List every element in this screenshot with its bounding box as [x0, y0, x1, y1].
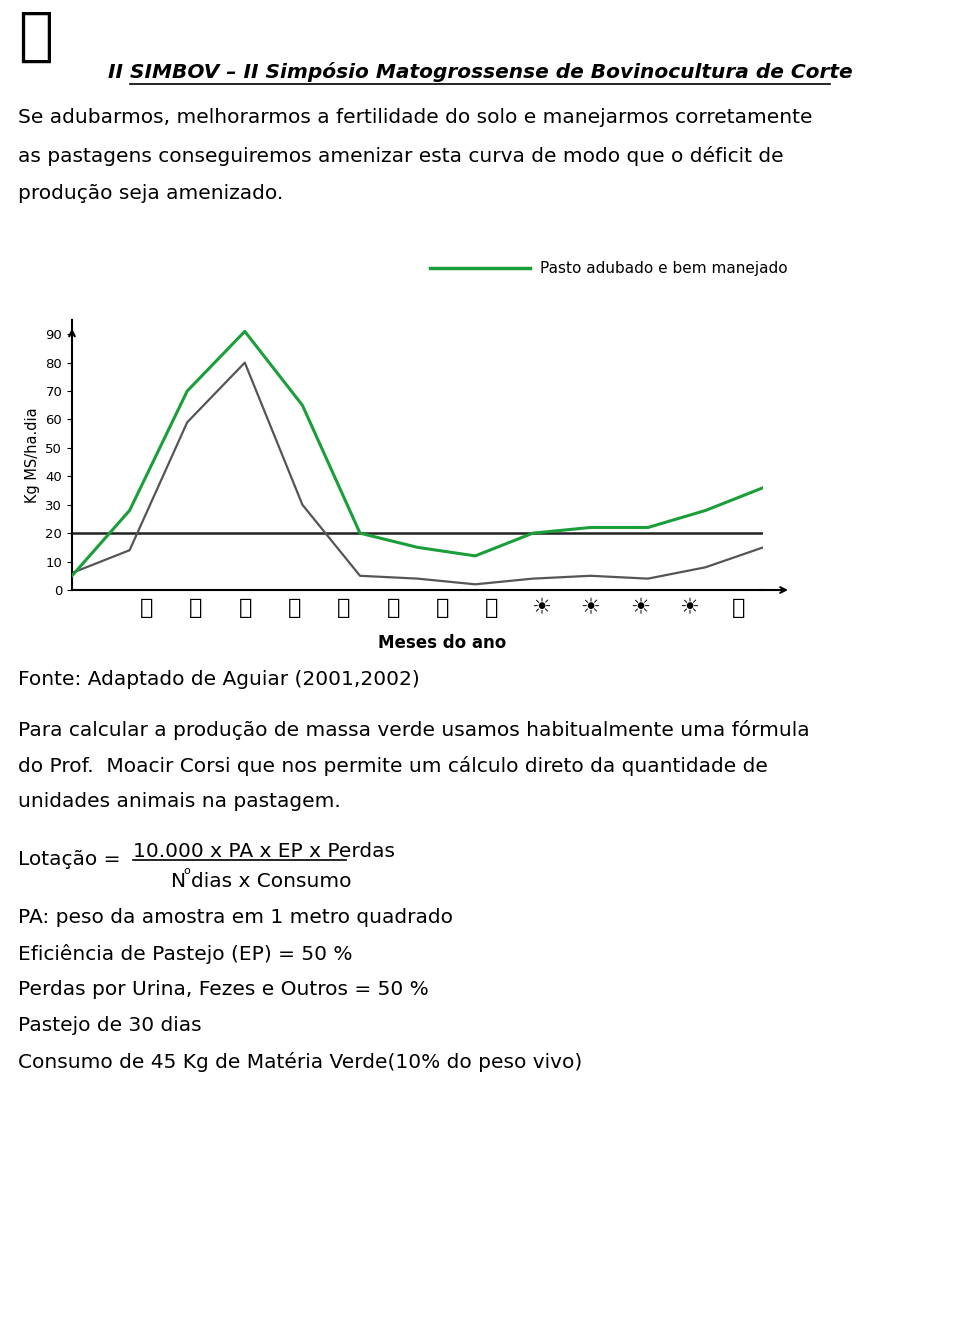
- Text: Pasto adubado e bem manejado: Pasto adubado e bem manejado: [540, 260, 787, 275]
- Text: Lotação =: Lotação =: [18, 850, 127, 869]
- Text: Fonte: Adaptado de Aguiar (2001,2002): Fonte: Adaptado de Aguiar (2001,2002): [18, 670, 420, 689]
- Text: 🌤: 🌤: [485, 598, 498, 618]
- Text: ☀: ☀: [680, 598, 699, 618]
- Text: 🌧: 🌧: [288, 598, 301, 618]
- Text: 🌤: 🌤: [140, 598, 154, 618]
- Text: Se adubarmos, melhorarmos a fertilidade do solo e manejarmos corretamente: Se adubarmos, melhorarmos a fertilidade …: [18, 109, 812, 127]
- Text: 🌤: 🌤: [732, 598, 745, 618]
- Text: II SIMBOV – II Simpósio Matogrossense de Bovinocultura de Corte: II SIMBOV – II Simpósio Matogrossense de…: [108, 62, 852, 82]
- Text: Eficiência de Pastejo (EP) = 50 %: Eficiência de Pastejo (EP) = 50 %: [18, 944, 352, 964]
- Text: 🌧: 🌧: [387, 598, 400, 618]
- Y-axis label: Kg MS/ha.dia: Kg MS/ha.dia: [25, 408, 40, 503]
- Text: Pastejo de 30 dias: Pastejo de 30 dias: [18, 1016, 202, 1035]
- Text: 10.000 x PA x EP x Perdas: 10.000 x PA x EP x Perdas: [133, 842, 395, 861]
- Text: 🌧: 🌧: [239, 598, 252, 618]
- Text: ☀: ☀: [531, 598, 551, 618]
- Text: o: o: [183, 866, 190, 876]
- Text: PA: peso da amostra em 1 metro quadrado: PA: peso da amostra em 1 metro quadrado: [18, 908, 453, 927]
- Text: ☀: ☀: [630, 598, 650, 618]
- Text: 🌤: 🌤: [189, 598, 203, 618]
- Text: Perdas por Urina, Fezes e Outros = 50 %: Perdas por Urina, Fezes e Outros = 50 %: [18, 980, 429, 999]
- Text: ☀: ☀: [581, 598, 601, 618]
- Text: Consumo de 45 Kg de Matéria Verde(10% do peso vivo): Consumo de 45 Kg de Matéria Verde(10% do…: [18, 1051, 583, 1071]
- Text: Para calcular a produção de massa verde usamos habitualmente uma fórmula: Para calcular a produção de massa verde …: [18, 720, 809, 740]
- Text: unidades animais na pastagem.: unidades animais na pastagem.: [18, 793, 341, 811]
- Text: 🌧: 🌧: [436, 598, 449, 618]
- Text: Meses do ano: Meses do ano: [378, 634, 507, 652]
- Text: do Prof.  Moacir Corsi que nos permite um cálculo direto da quantidade de: do Prof. Moacir Corsi que nos permite um…: [18, 756, 768, 776]
- Text: dias x Consumo: dias x Consumo: [191, 872, 351, 890]
- Text: produção seja amenizado.: produção seja amenizado.: [18, 184, 283, 202]
- Text: 🌧: 🌧: [337, 598, 350, 618]
- Text: N: N: [171, 872, 186, 890]
- Text: 🐂: 🐂: [18, 8, 53, 64]
- Text: as pastagens conseguiremos amenizar esta curva de modo que o déficit de: as pastagens conseguiremos amenizar esta…: [18, 146, 783, 166]
